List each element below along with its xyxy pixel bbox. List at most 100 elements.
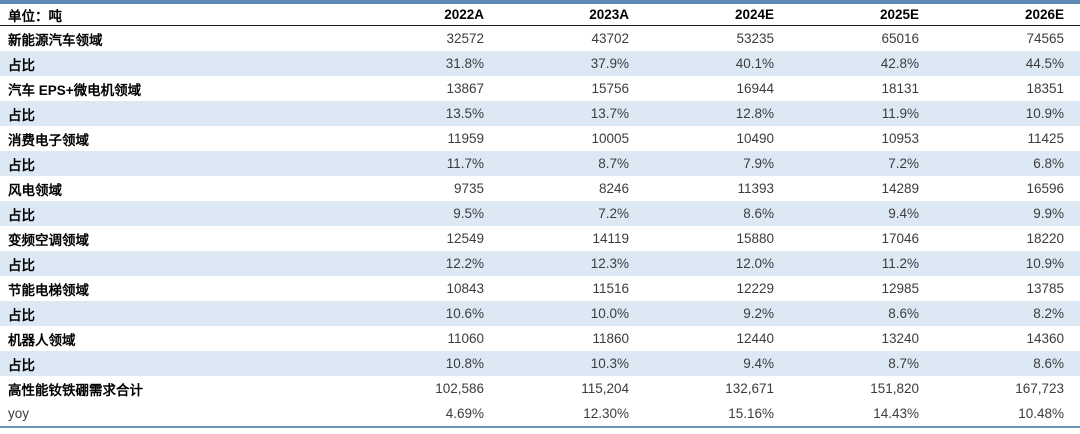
table-row: 占比 31.8% 37.9% 40.1% 42.8% 44.5% (0, 51, 1080, 76)
row-label: 占比 (8, 357, 35, 373)
row-label: 占比 (8, 207, 35, 223)
cell-value: 8.6% (1033, 356, 1064, 371)
cell-value: 17046 (881, 231, 919, 246)
cell-value: 9.2% (743, 306, 774, 321)
cell-value: 9.5% (453, 206, 484, 221)
cell-value: 102,586 (435, 381, 484, 396)
cell-value: 10490 (736, 131, 774, 146)
table-row: 占比 9.5% 7.2% 8.6% 9.4% 9.9% (0, 201, 1080, 226)
cell-value: 12229 (736, 281, 774, 296)
table-row: 节能电梯领域 10843 11516 12229 12985 13785 (0, 276, 1080, 301)
cell-value: 8.6% (888, 306, 919, 321)
cell-value: 14289 (881, 181, 919, 196)
column-header: 2026E (935, 4, 1080, 26)
table-row: 新能源汽车领域 32572 43702 53235 65016 74565 (0, 26, 1080, 52)
cell-value: 12.8% (735, 106, 774, 121)
cell-value: 151,820 (870, 381, 919, 396)
cell-value: 9.4% (888, 206, 919, 221)
cell-value: 8246 (598, 181, 629, 196)
data-table: 单位：吨 2022A 2023A 2024E 2025E 2026E 新能源汽车领域 32… (0, 4, 1080, 426)
cell-value: 15880 (736, 231, 774, 246)
cell-value: 13867 (446, 81, 484, 96)
cell-value: 42.8% (880, 56, 919, 71)
cell-value: 10005 (591, 131, 629, 146)
cell-value: 16944 (736, 81, 774, 96)
table-row: 占比 10.8% 10.3% 9.4% 8.7% 8.6% (0, 351, 1080, 376)
cell-value: 11060 (447, 331, 484, 346)
cell-value: 31.8% (445, 56, 484, 71)
cell-value: 6.8% (1033, 156, 1064, 171)
table-row: 占比 12.2% 12.3% 12.0% 11.2% 10.9% (0, 251, 1080, 276)
cell-value: 10843 (446, 281, 484, 296)
row-label: 消费电子领域 (8, 132, 89, 148)
table-row: 机器人领域 11060 11860 12440 13240 14360 (0, 326, 1080, 351)
cell-value: 37.9% (590, 56, 629, 71)
cell-value: 13.7% (590, 106, 629, 121)
table-row: 变频空调领域 12549 14119 15880 17046 18220 (0, 226, 1080, 251)
cell-value: 14.43% (873, 406, 919, 421)
column-header: 2022A (355, 4, 500, 26)
cell-value: 8.7% (888, 356, 919, 371)
cell-value: 10.48% (1018, 406, 1064, 421)
cell-value: 12985 (881, 281, 919, 296)
cell-value: 74565 (1026, 31, 1064, 46)
cell-value: 115,204 (581, 381, 629, 396)
header-row: 单位：吨 2022A 2023A 2024E 2025E 2026E (0, 4, 1080, 26)
cell-value: 10.9% (1025, 106, 1064, 121)
cell-value: 10.0% (590, 306, 629, 321)
cell-value: 8.6% (743, 206, 774, 221)
cell-value: 11425 (1027, 131, 1064, 146)
column-header: 2023A (500, 4, 645, 26)
row-label: 节能电梯领域 (8, 282, 89, 298)
table-row: 占比 10.6% 10.0% 9.2% 8.6% 8.2% (0, 301, 1080, 326)
cell-value: 7.2% (598, 206, 629, 221)
row-label: 变频空调领域 (8, 232, 89, 248)
cell-value: 18220 (1026, 231, 1064, 246)
table-row: yoy 4.69% 12.30% 15.16% 14.43% 10.48% (0, 401, 1080, 426)
table-row: 风电领域 9735 8246 11393 14289 16596 (0, 176, 1080, 201)
row-label: 占比 (8, 157, 35, 173)
cell-value: 14360 (1026, 331, 1064, 346)
cell-value: 12.3% (590, 256, 629, 271)
cell-value: 13785 (1026, 281, 1064, 296)
cell-value: 40.1% (735, 56, 774, 71)
cell-value: 44.5% (1025, 56, 1064, 71)
cell-value: 4.69% (445, 406, 484, 421)
cell-value: 11393 (737, 181, 774, 196)
table-row: 占比 13.5% 13.7% 12.8% 11.9% 10.9% (0, 101, 1080, 126)
row-label: 占比 (8, 57, 35, 73)
cell-value: 8.7% (598, 156, 629, 171)
cell-value: 14119 (592, 231, 629, 246)
table-row: 消费电子领域 11959 10005 10490 10953 11425 (0, 126, 1080, 151)
cell-value: 18131 (881, 81, 919, 96)
cell-value: 16596 (1026, 181, 1064, 196)
table-row: 占比 11.7% 8.7% 7.9% 7.2% 6.8% (0, 151, 1080, 176)
cell-value: 10.3% (590, 356, 629, 371)
cell-value: 15.16% (728, 406, 774, 421)
cell-value: 11860 (592, 331, 629, 346)
row-label: 占比 (8, 307, 35, 323)
cell-value: 65016 (881, 31, 919, 46)
cell-value: 132,671 (725, 381, 774, 396)
cell-value: 12440 (736, 331, 774, 346)
cell-value: 12.0% (735, 256, 774, 271)
cell-value: 9735 (453, 181, 484, 196)
cell-value: 11.2% (881, 256, 919, 271)
cell-value: 12549 (446, 231, 484, 246)
cell-value: 167,723 (1015, 381, 1064, 396)
cell-value: 13.5% (445, 106, 484, 121)
table-row: 汽车 EPS+微电机领域 13867 15756 16944 18131 18351 (0, 76, 1080, 101)
cell-value: 10953 (881, 131, 919, 146)
cell-value: 9.9% (1033, 206, 1064, 221)
cell-value: 8.2% (1033, 306, 1064, 321)
row-label: 高性能钕铁硼需求合计 (8, 382, 143, 398)
cell-value: 53235 (736, 31, 774, 46)
row-label: 新能源汽车领域 (8, 32, 103, 48)
cell-value: 11959 (447, 131, 484, 146)
row-label: 风电领域 (8, 182, 62, 198)
column-header: 2024E (645, 4, 790, 26)
cell-value: 13240 (881, 331, 919, 346)
cell-value: 10.8% (445, 356, 484, 371)
column-header: 2025E (790, 4, 935, 26)
